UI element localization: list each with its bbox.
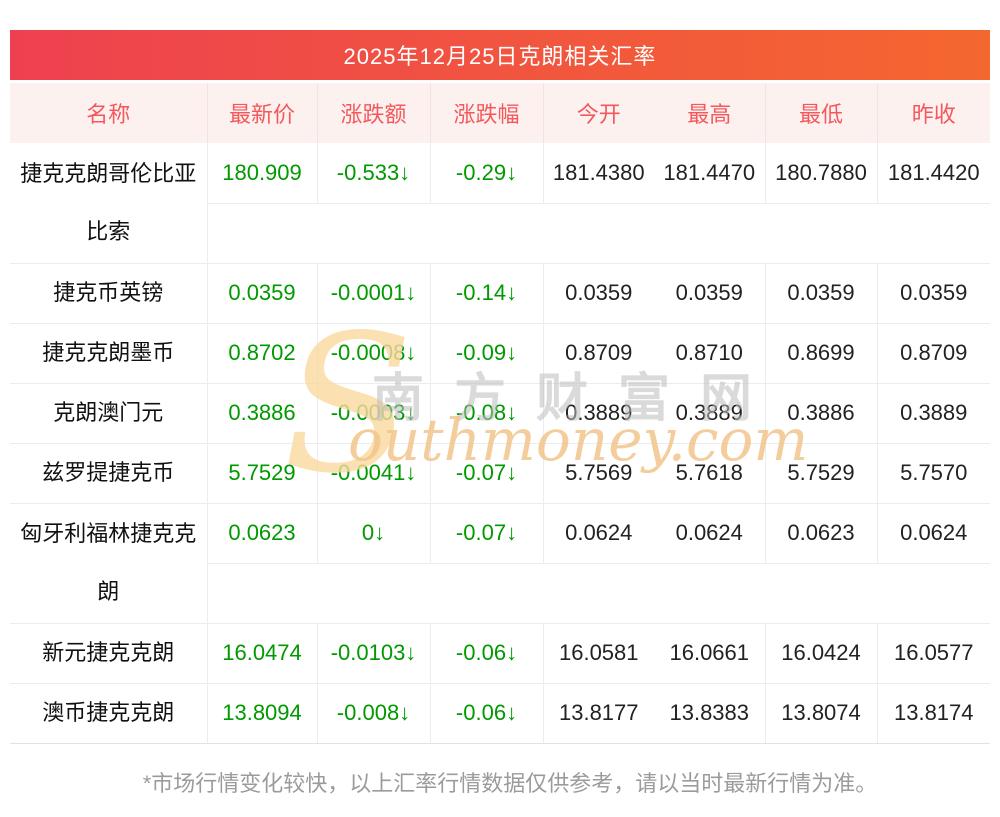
change-pct-value: -0.07↓	[429, 443, 543, 504]
table-row-overflow	[10, 563, 990, 624]
table-row: 捷克克朗墨币 0.8702 -0.0008↓ -0.09↓ 0.8709 0.8710 0.…	[10, 323, 990, 384]
high-value: 16.0661	[654, 623, 765, 684]
table-header-row: 名称 最新价 涨跌额 涨跌幅 今开 最高 最低 昨收	[10, 83, 990, 143]
open-value: 5.7569	[542, 443, 654, 504]
change-pct-value: -0.06↓	[429, 683, 543, 744]
open-value: 0.8709	[542, 323, 654, 384]
column-header-change_pct: 涨跌幅	[429, 83, 543, 143]
latest-value: 0.3886	[206, 383, 317, 444]
table-row: 澳币捷克克朗 13.8094 -0.008↓ -0.06↓ 13.8177 13.8383…	[10, 683, 990, 744]
high-value: 13.8383	[654, 683, 765, 744]
column-header-latest: 最新价	[206, 83, 317, 143]
column-header-name: 名称	[10, 83, 207, 143]
prev-close-value: 5.7570	[876, 443, 990, 504]
change-value: -0.0103↓	[316, 623, 430, 684]
currency-pair-name: 澳币捷克克朗	[10, 683, 207, 744]
currency-pair-name: 新元捷克克朗	[10, 623, 207, 684]
low-value: 180.7880	[764, 143, 877, 204]
change-pct-value: -0.29↓	[429, 143, 543, 204]
latest-value: 0.8702	[206, 323, 317, 384]
low-value: 0.0359	[764, 263, 877, 324]
table-row: 新元捷克克朗 16.0474 -0.0103↓ -0.06↓ 16.0581 16.066…	[10, 623, 990, 684]
column-header-low: 最低	[764, 83, 877, 143]
change-value: -0.0003↓	[316, 383, 430, 444]
high-value: 0.3889	[654, 383, 765, 444]
table-row: 捷克币英镑 0.0359 -0.0001↓ -0.14↓ 0.0359 0.0359 0.0…	[10, 263, 990, 324]
latest-value: 16.0474	[206, 623, 317, 684]
column-header-prev_close: 昨收	[876, 83, 990, 143]
high-value: 0.0359	[654, 263, 765, 324]
change-value: -0.008↓	[316, 683, 430, 744]
open-value: 0.0624	[542, 503, 654, 564]
low-value: 5.7529	[764, 443, 877, 504]
change-value: -0.0008↓	[316, 323, 430, 384]
column-header-high: 最高	[654, 83, 765, 143]
rates-table-body: 捷克克朗哥伦比亚比索 180.909 -0.533↓ -0.29↓ 181.4380 18…	[10, 143, 990, 744]
change-pct-value: -0.08↓	[429, 383, 543, 444]
high-value: 5.7618	[654, 443, 765, 504]
open-value: 13.8177	[542, 683, 654, 744]
currency-pair-name: 克朗澳门元	[10, 383, 207, 444]
prev-close-value: 0.0624	[876, 503, 990, 564]
column-header-change: 涨跌额	[316, 83, 430, 143]
currency-pair-name: 捷克币英镑	[10, 263, 207, 324]
latest-value: 180.909	[206, 143, 317, 204]
prev-close-value: 13.8174	[876, 683, 990, 744]
empty-cell	[206, 563, 990, 624]
column-header-open: 今开	[542, 83, 654, 143]
table-row: 捷克克朗哥伦比亚比索 180.909 -0.533↓ -0.29↓ 181.4380 18…	[10, 143, 990, 264]
open-value: 16.0581	[542, 623, 654, 684]
open-value: 181.4380	[542, 143, 654, 204]
latest-value: 5.7529	[206, 443, 317, 504]
latest-value: 0.0359	[206, 263, 317, 324]
high-value: 0.0624	[654, 503, 765, 564]
disclaimer-text: *市场行情变化较快，以上汇率行情数据仅供参考，请以当时最新行情为准。	[142, 770, 878, 796]
change-pct-value: -0.07↓	[429, 503, 543, 564]
change-value: -0.0041↓	[316, 443, 430, 504]
currency-pair-name: 捷克克朗哥伦比亚比索	[10, 143, 207, 264]
prev-close-value: 0.8709	[876, 323, 990, 384]
currency-pair-name: 捷克克朗墨币	[10, 323, 207, 384]
open-value: 0.3889	[542, 383, 654, 444]
low-value: 13.8074	[764, 683, 877, 744]
low-value: 0.0623	[764, 503, 877, 564]
low-value: 0.8699	[764, 323, 877, 384]
currency-pair-name: 匈牙利福林捷克克朗	[10, 503, 207, 624]
change-pct-value: -0.09↓	[429, 323, 543, 384]
latest-value: 13.8094	[206, 683, 317, 744]
change-pct-value: -0.14↓	[429, 263, 543, 324]
change-value: -0.0001↓	[316, 263, 430, 324]
rates-table: 名称 最新价 涨跌额 涨跌幅 今开 最高 最低 昨收 捷克克朗哥伦比亚比索 180.909 -0.…	[10, 83, 990, 744]
latest-value: 0.0623	[206, 503, 317, 564]
change-pct-value: -0.06↓	[429, 623, 543, 684]
table-row: 克朗澳门元 0.3886 -0.0003↓ -0.08↓ 0.3889 0.3889 0.3…	[10, 383, 990, 444]
currency-pair-name: 兹罗提捷克币	[10, 443, 207, 504]
prev-close-value: 0.3889	[876, 383, 990, 444]
prev-close-value: 0.0359	[876, 263, 990, 324]
open-value: 0.0359	[542, 263, 654, 324]
high-value: 0.8710	[654, 323, 765, 384]
page: 2025年12月25日克朗相关汇率 名称 最新价 涨跌额 涨跌幅 今开 最高 最低 昨收 捷克…	[10, 30, 990, 796]
empty-cell	[206, 203, 990, 264]
change-value: -0.533↓	[316, 143, 430, 204]
page-title: 2025年12月25日克朗相关汇率	[343, 44, 657, 69]
change-value: 0↓	[316, 503, 430, 564]
title-banner: 2025年12月25日克朗相关汇率	[10, 30, 990, 80]
table-row: 匈牙利福林捷克克朗 0.0623 0↓ -0.07↓ 0.0624 0.0624 0.062…	[10, 503, 990, 624]
table-row: 兹罗提捷克币 5.7529 -0.0041↓ -0.07↓ 5.7569 5.7618 5.…	[10, 443, 990, 504]
prev-close-value: 16.0577	[876, 623, 990, 684]
prev-close-value: 181.4420	[876, 143, 990, 204]
high-value: 181.4470	[654, 143, 765, 204]
table-row-overflow	[10, 203, 990, 264]
low-value: 0.3886	[764, 383, 877, 444]
low-value: 16.0424	[764, 623, 877, 684]
